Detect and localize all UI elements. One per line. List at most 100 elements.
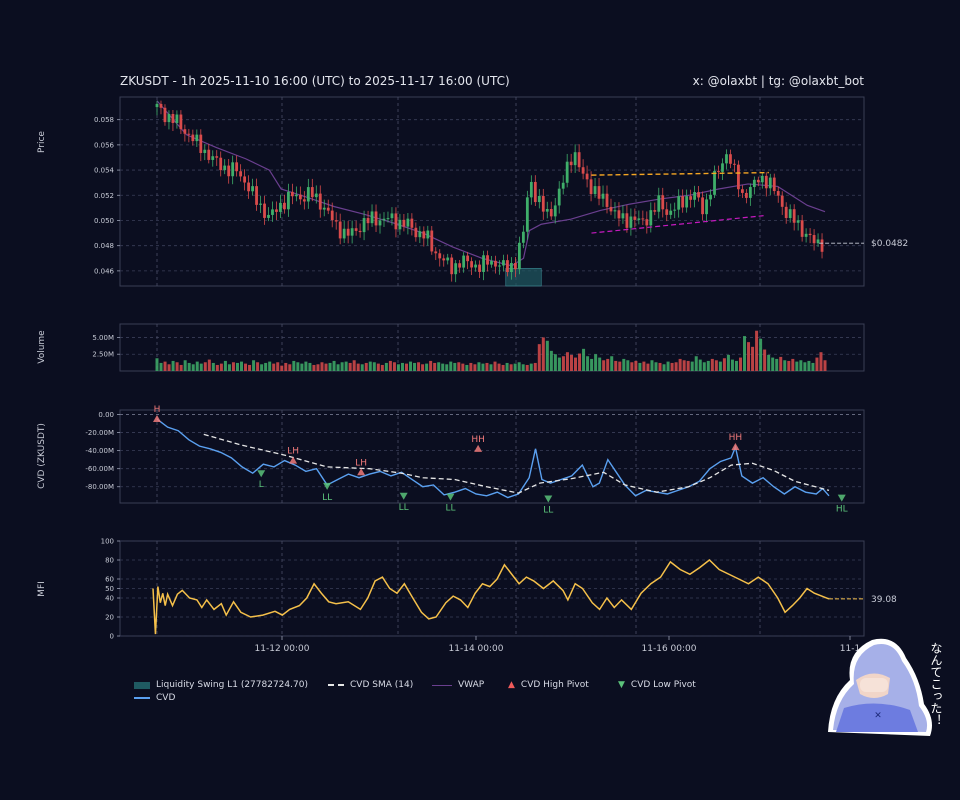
candle-body xyxy=(756,179,760,183)
volume-bar xyxy=(521,364,525,371)
candle-body xyxy=(159,103,163,108)
mfi-tick-label: 50 xyxy=(105,585,114,593)
candle-body xyxy=(346,228,350,236)
candle-body xyxy=(820,239,824,252)
mfi-tick-label: 80 xyxy=(105,557,114,565)
volume-bar xyxy=(445,364,449,371)
volume-bar xyxy=(501,364,505,371)
chart-credit: x: @olaxbt | tg: @olaxbt_bot xyxy=(692,74,864,88)
price-tick-label: 0.050 xyxy=(94,217,114,225)
volume-bar xyxy=(714,360,718,371)
volume-bar xyxy=(244,363,248,371)
pivot-low-marker xyxy=(323,482,332,490)
volume-bar xyxy=(413,362,417,371)
mfi-line xyxy=(152,559,830,635)
candle-body xyxy=(725,154,728,164)
volume-bar xyxy=(803,362,807,371)
candle-body xyxy=(565,161,569,183)
candle-body xyxy=(267,214,270,218)
volume-bar xyxy=(682,360,686,371)
volume-bar xyxy=(388,360,392,371)
candle-body xyxy=(701,197,704,215)
resistance-line xyxy=(591,171,769,176)
volume-bar xyxy=(300,363,304,371)
mfi-tick-label: 100 xyxy=(101,538,114,546)
volume-bar xyxy=(280,365,284,371)
volume-bar xyxy=(751,346,755,371)
pivot-high-marker xyxy=(289,456,298,464)
candle-body xyxy=(800,220,804,237)
x-tick-label: 11-1 xyxy=(840,644,860,654)
volume-bar xyxy=(557,357,561,371)
candle-body xyxy=(247,182,250,192)
volume-bar xyxy=(368,361,372,371)
volume-bar xyxy=(485,362,489,371)
pivot-high-marker xyxy=(474,444,483,452)
candle-body xyxy=(545,208,549,212)
candle-body xyxy=(697,192,700,198)
volume-bar xyxy=(670,362,674,371)
candle-body xyxy=(510,262,513,273)
candle-body xyxy=(330,210,334,221)
volume-bar xyxy=(453,362,457,371)
volume-bar xyxy=(674,362,678,371)
candle-body xyxy=(283,202,286,210)
candle-body xyxy=(529,181,533,198)
volume-bar xyxy=(441,363,445,371)
volume-bar xyxy=(215,364,219,371)
pivot-high-label: LH xyxy=(287,447,299,457)
volume-bar xyxy=(662,364,666,371)
candle-body xyxy=(227,165,231,177)
candle-body xyxy=(406,218,410,227)
x-tick-label: 11-16 00:00 xyxy=(642,644,697,654)
candle-body xyxy=(302,199,306,202)
volume-bar xyxy=(449,361,453,371)
candle-body xyxy=(462,255,466,268)
candle-body xyxy=(426,230,430,239)
volume-bar xyxy=(747,342,751,371)
candle-body xyxy=(203,149,207,153)
candle-body xyxy=(275,209,278,212)
candle-body xyxy=(183,129,187,134)
volume-bar xyxy=(658,362,662,371)
candle-body xyxy=(231,162,235,177)
volume-bar xyxy=(260,364,264,371)
mfi-tick-label: 0 xyxy=(110,633,114,641)
candle-body xyxy=(744,192,748,198)
x-tick-label: 11-12 00:00 xyxy=(255,644,310,654)
candle-body xyxy=(748,187,752,198)
legend-high-pivot: ▲ CVD High Pivot xyxy=(508,680,589,690)
volume-bar xyxy=(207,359,211,371)
volume-bar xyxy=(240,361,244,371)
mascot-caption: なんてこった！ xyxy=(929,642,943,726)
candle-body xyxy=(490,260,493,265)
volume-tick-label: 2.50M xyxy=(92,351,114,359)
candle-body xyxy=(776,191,780,196)
volume-bar xyxy=(569,354,573,371)
volume-bar xyxy=(284,362,288,371)
candle-body xyxy=(780,195,784,207)
candle-body xyxy=(669,210,673,215)
volume-bar xyxy=(203,362,207,371)
candle-body xyxy=(354,228,358,231)
candle-body xyxy=(414,227,418,238)
volume-bar xyxy=(276,362,280,371)
candle-body xyxy=(155,103,159,108)
candle-body xyxy=(816,239,820,244)
volume-bar xyxy=(396,364,400,371)
volume-bar xyxy=(179,364,183,371)
volume-bar xyxy=(582,348,586,371)
cvd-tick-label: -60.00M xyxy=(85,465,114,473)
candle-body xyxy=(474,264,477,268)
cvd-tick-label: -20.00M xyxy=(85,429,114,437)
volume-bar xyxy=(630,362,634,371)
candle-body xyxy=(378,220,382,226)
volume-bar xyxy=(191,364,195,371)
volume-bar xyxy=(622,358,626,371)
candle-body xyxy=(207,149,211,160)
candle-body xyxy=(561,182,565,189)
candle-body xyxy=(175,114,179,123)
volume-bar xyxy=(505,362,509,371)
pivot-high-label: LH xyxy=(355,458,367,468)
